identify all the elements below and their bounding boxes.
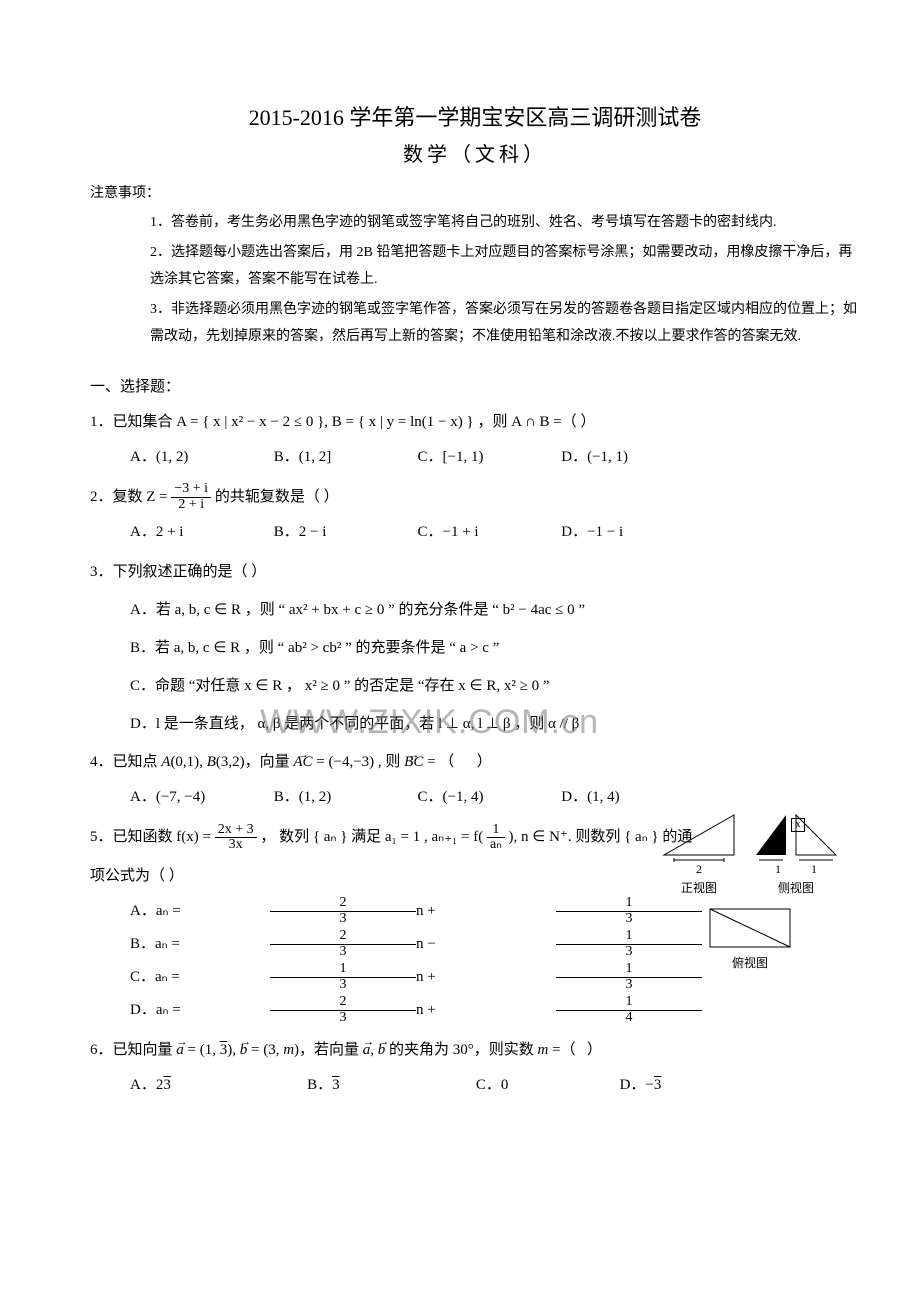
q6-stem: 6．已知向量 a = (1, 3), b = (3, m)，若向量 a, b 的… bbox=[90, 1035, 860, 1065]
f: 1 bbox=[270, 962, 416, 978]
front-view-label: 正视图 bbox=[681, 879, 717, 898]
q2-stem-post: 的共轭复数是（ ） bbox=[215, 489, 339, 505]
q5-pre: 5．已知函数 f(x) = bbox=[90, 829, 215, 845]
q3-stem: 3．下列叙述正确的是（ ） bbox=[90, 557, 860, 587]
q4-opt-c: C．(−1, 4) bbox=[418, 781, 558, 814]
f: 4 bbox=[556, 1011, 702, 1026]
three-view-figures: 2 正视图 x 1 1 侧视图 俯视图 bbox=[640, 810, 860, 974]
f: n + bbox=[416, 895, 556, 928]
q6-opt-d: D．−3 bbox=[620, 1069, 794, 1102]
q5-mid1: ， 数列 { aₙ } 满足 a₁ = 1 , aₙ₊₁ = f( bbox=[260, 829, 487, 845]
q2-opt-a: A．2 + i bbox=[130, 516, 270, 549]
q2-frac-den: 2 + i bbox=[171, 498, 211, 513]
q4-opt-a: A．(−7, −4) bbox=[130, 781, 270, 814]
vector-bc: BC bbox=[404, 754, 423, 770]
q3-opt-d: D．l 是一条直线， α, β 是两个不同的平面，若 l ⊥ α, l ⊥ β … bbox=[130, 709, 860, 739]
vector-a2: a bbox=[363, 1042, 371, 1058]
q5-frac-a: 1aₙ bbox=[487, 823, 505, 853]
f: 2 bbox=[270, 929, 416, 945]
f: 3 bbox=[270, 978, 416, 993]
vector-b: b bbox=[240, 1042, 248, 1058]
f: n − bbox=[416, 928, 556, 961]
front-view-svg bbox=[659, 810, 739, 864]
q5-opt-d: D．aₙ = 23 n + 14 bbox=[130, 994, 702, 1027]
q5b-pre: B．aₙ = bbox=[130, 928, 270, 961]
q5-opt-c: C．aₙ = 13 n + 13 bbox=[130, 961, 702, 994]
vector-b2: b bbox=[378, 1042, 386, 1058]
q2-stem: 2．复数 Z = −3 + i2 + i 的共轭复数是（ ） bbox=[90, 482, 860, 513]
q5-frac-f: 2x + 33x bbox=[215, 823, 257, 853]
q5-opt-b: B．aₙ = 23 n − 13 bbox=[130, 928, 702, 961]
q5d-pre: D．aₙ = bbox=[130, 994, 270, 1027]
q4-opt-b: B．(1, 2) bbox=[274, 781, 414, 814]
q2-opt-b: B．2 − i bbox=[274, 516, 414, 549]
f: 3 bbox=[270, 912, 416, 927]
q2-opt-d: D．−1 − i bbox=[561, 516, 701, 549]
f: 3 bbox=[270, 1011, 416, 1026]
q3-opt-a: A．若 a, b, c ∈ R ，则 “ ax² + bx + c ≥ 0 ” … bbox=[130, 595, 860, 625]
q5-opt-a: A．aₙ = 23 n + 13 bbox=[130, 895, 702, 928]
q2-stem-pre: 2．复数 Z = bbox=[90, 489, 171, 505]
f: n + bbox=[416, 961, 556, 994]
section-heading: 一、选择题： bbox=[90, 375, 860, 399]
q5c-pre: C．aₙ = bbox=[130, 961, 270, 994]
q2-opt-c: C．−1 + i bbox=[418, 516, 558, 549]
f: 1 bbox=[556, 995, 702, 1011]
q2-options: A．2 + i B．2 − i C．−1 + i D．−1 − i bbox=[130, 516, 860, 549]
q1-opt-b: B．(1, 2] bbox=[274, 441, 414, 474]
q1-opt-d: D．(−1, 1) bbox=[561, 441, 701, 474]
q5-ad: aₙ bbox=[487, 838, 505, 853]
top-view-svg bbox=[705, 904, 795, 954]
f: 2 bbox=[270, 896, 416, 912]
q6-opt-a: A．23 bbox=[130, 1069, 303, 1102]
top-view-label: 俯视图 bbox=[732, 954, 768, 973]
f: 3 bbox=[270, 945, 416, 960]
side-view-x-box: x bbox=[791, 818, 805, 832]
q3-opt-c: C．命题 “对任意 x ∈ R ， x² ≥ 0 ” 的否定是 “存在 x ∈ … bbox=[130, 671, 860, 701]
exam-title-line1: 2015-2016 学年第一学期宝安区高三调研测试卷 bbox=[90, 100, 860, 135]
notice-item: 2．选择题每小题选出答案后，用 2B 铅笔把答题卡上对应题目的答案标号涂黑；如需… bbox=[150, 240, 860, 293]
q1-stem: 1．已知集合 A = { x | x² − x − 2 ≤ 0 }, B = {… bbox=[90, 407, 860, 437]
vector-ac: AC bbox=[293, 754, 312, 770]
side-view-label: 侧视图 bbox=[778, 879, 814, 898]
q5-fd: 3x bbox=[215, 838, 257, 853]
q2-fraction: −3 + i2 + i bbox=[171, 482, 211, 512]
f: n + bbox=[416, 994, 556, 1027]
side-view-dim2: 1 bbox=[811, 860, 817, 879]
vector-a: a bbox=[176, 1042, 184, 1058]
q2-frac-num: −3 + i bbox=[171, 482, 211, 498]
exam-title-line2: 数学（文科） bbox=[90, 139, 860, 171]
q1-opt-c: C．[−1, 1) bbox=[418, 441, 558, 474]
q6-opt-b: B．3 bbox=[307, 1069, 472, 1102]
f: 3 bbox=[556, 978, 702, 993]
f: 2 bbox=[270, 995, 416, 1011]
q5-fn: 2x + 3 bbox=[215, 823, 257, 839]
q6-options: A．23 B．3 C．0 D．−3 bbox=[130, 1069, 860, 1102]
q5-an: 1 bbox=[487, 823, 505, 839]
front-view-dim: 2 bbox=[696, 860, 702, 879]
notice-item: 1．答卷前，考生务必用黑色字迹的钢笔或签字笔将自己的班别、姓名、考号填写在答题卡… bbox=[150, 210, 860, 237]
q5a-pre: A．aₙ = bbox=[130, 895, 270, 928]
side-view-dim1: 1 bbox=[775, 860, 781, 879]
notice-label: 注意事项： bbox=[90, 183, 860, 205]
notice-item: 3．非选择题必须用黑色字迹的钢笔或签字笔作答，答案必须写在另发的答题卷各题目指定… bbox=[150, 297, 860, 350]
q1-options: A．(1, 2) B．(1, 2] C．[−1, 1) D．(−1, 1) bbox=[130, 441, 860, 474]
q6-opt-c: C．0 bbox=[476, 1069, 616, 1102]
q3-opt-b: B．若 a, b, c ∈ R ，则 “ ab² > cb² ” 的充要条件是 … bbox=[130, 633, 860, 663]
q4-stem: 4．已知点 A(0,1), B(3,2)，向量 AC = (−4,−3) , 则… bbox=[90, 747, 860, 777]
q1-opt-a: A．(1, 2) bbox=[130, 441, 270, 474]
